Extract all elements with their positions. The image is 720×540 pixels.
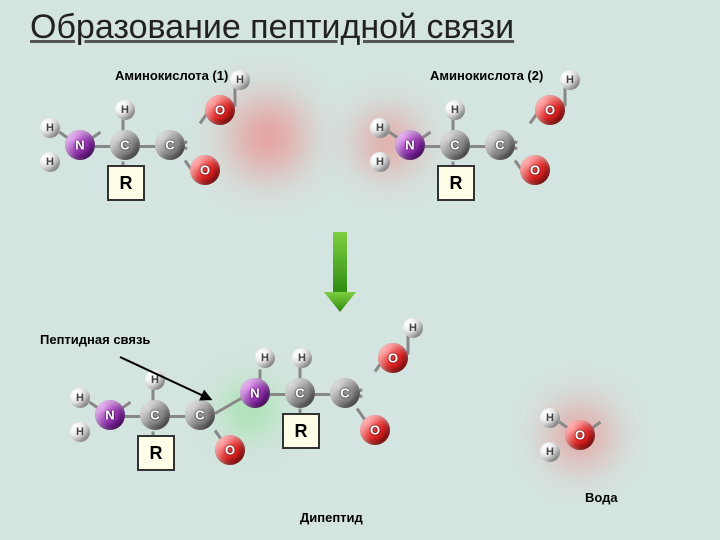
atom-O: O [360,415,390,445]
atom-N: N [95,400,125,430]
atom-O: O [520,155,550,185]
atom-C: C [440,130,470,160]
atom-C: C [110,130,140,160]
atom-O: O [215,435,245,465]
atom-H: H [370,152,390,172]
atom-O: O [565,420,595,450]
atom-C: C [330,378,360,408]
label-dipeptide: Дипептид [300,510,363,525]
label-aa2: Аминокислота (2) [430,68,543,83]
page-title: Образование пептидной связи [30,8,514,47]
atom-C: C [485,130,515,160]
atom-H: H [560,70,580,90]
atom-C: C [140,400,170,430]
atom-H: H [403,318,423,338]
r-group-box: R [107,165,145,201]
atom-H: H [370,118,390,138]
atom-H: H [540,442,560,462]
atom-C: C [155,130,185,160]
atom-C: C [185,400,215,430]
atom-H: H [230,70,250,90]
r-group-box: R [282,413,320,449]
atom-H: H [540,408,560,428]
label-peptide-bond: Пептидная связь [40,332,150,347]
atom-N: N [240,378,270,408]
atom-H: H [40,152,60,172]
atom-C: C [285,378,315,408]
atom-N: N [395,130,425,160]
peptide-bond-arrow [120,356,211,400]
atom-N: N [65,130,95,160]
atom-H: H [70,388,90,408]
atom-O: O [205,95,235,125]
atom-O: O [190,155,220,185]
atom-O: O [378,343,408,373]
reaction-arrow [320,232,360,319]
label-water: Вода [585,490,618,505]
r-group-box: R [437,165,475,201]
r-group-box: R [137,435,175,471]
atom-H: H [445,100,465,120]
atom-H: H [255,348,275,368]
atom-H: H [70,422,90,442]
atom-H: H [292,348,312,368]
atom-H: H [40,118,60,138]
atom-O: O [535,95,565,125]
label-aa1: Аминокислота (1) [115,68,228,83]
atom-H: H [115,100,135,120]
